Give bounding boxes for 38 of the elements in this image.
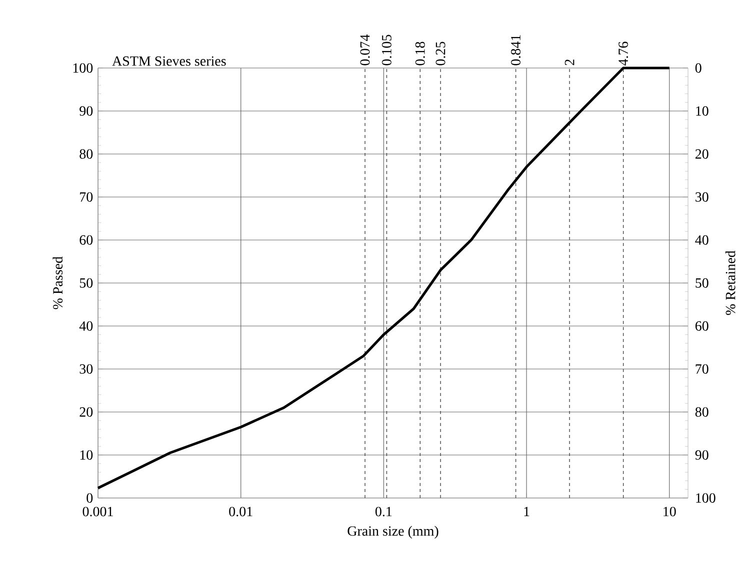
ref-line-label: 0.105 bbox=[382, 34, 392, 66]
ref-line-label: 0.074 bbox=[360, 34, 370, 66]
y2-tick-label: 30 bbox=[696, 192, 708, 202]
x-tick-label: 0.1 bbox=[375, 506, 392, 516]
x-tick-label: 10 bbox=[664, 506, 676, 516]
x-axis-title: Grain size (mm) bbox=[348, 526, 438, 539]
y-tick-label: 20 bbox=[80, 407, 93, 417]
y2-tick-label: 70 bbox=[696, 364, 708, 374]
ref-line-label: 2 bbox=[564, 60, 574, 66]
y-tick-label: 50 bbox=[80, 278, 93, 288]
x-tick-label: 0.001 bbox=[82, 506, 113, 516]
y2-axis-title: % Retained bbox=[725, 250, 736, 315]
x-tick-label: 0.01 bbox=[229, 506, 252, 516]
ref-line-label: 0.25 bbox=[436, 42, 446, 66]
y2-tick-label: 10 bbox=[696, 106, 708, 116]
y2-tick-label: 90 bbox=[695, 450, 708, 460]
y2-tick-label: 80 bbox=[695, 407, 708, 417]
y2-tick-label: 20 bbox=[695, 149, 708, 159]
ref-line-label: 0.841 bbox=[511, 35, 521, 66]
ref-line-label: 0.18 bbox=[415, 42, 425, 66]
y-tick-label: 100 bbox=[73, 63, 93, 73]
text: ASTM Sieves series bbox=[112, 56, 226, 66]
x-tick-label: 1 bbox=[524, 506, 530, 516]
y-tick-label: 60 bbox=[80, 235, 93, 245]
y-tick-label: 30 bbox=[80, 364, 93, 374]
y-tick-label: 80 bbox=[80, 149, 93, 159]
y-axis-title: % Passed bbox=[52, 256, 63, 310]
ref-line-label: 4.76 bbox=[618, 42, 628, 66]
y2-tick-label: 0 bbox=[695, 63, 702, 73]
y2-tick-label: 50 bbox=[696, 278, 708, 288]
y2-tick-label: 60 bbox=[695, 321, 708, 331]
y-tick-label: 70 bbox=[80, 192, 93, 202]
y2-tick-label: 40 bbox=[695, 235, 708, 245]
y-tick-label: 40 bbox=[79, 321, 93, 331]
y-tick-label: 0 bbox=[86, 493, 93, 503]
y-tick-label: 10 bbox=[80, 450, 93, 460]
y-tick-label: 90 bbox=[80, 106, 93, 116]
y2-tick-label: 100 bbox=[696, 493, 716, 503]
